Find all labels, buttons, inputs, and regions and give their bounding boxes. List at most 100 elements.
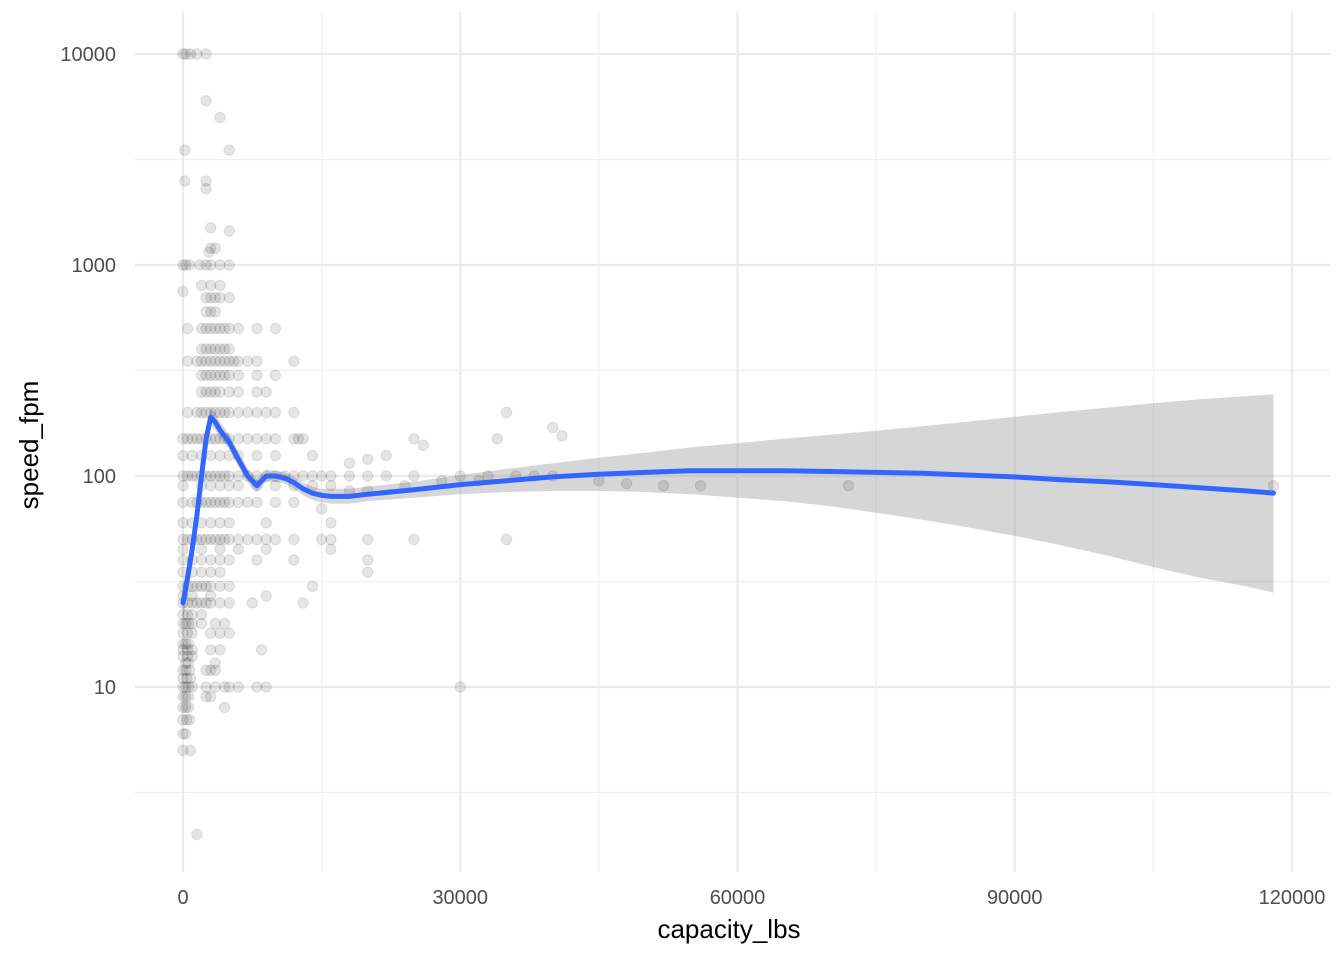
data-point-86	[251, 386, 263, 398]
data-point-287	[181, 609, 194, 621]
data-point-335	[232, 681, 245, 693]
grid-major	[135, 12, 1330, 872]
data-point-252	[223, 554, 235, 566]
data-point-231	[251, 533, 263, 546]
data-point-225	[209, 533, 222, 546]
data-point-118	[260, 433, 272, 445]
data-point-13	[223, 225, 235, 237]
data-point-77	[251, 369, 263, 381]
data-point-99	[251, 406, 263, 419]
data-point-141	[177, 470, 189, 482]
data-point-243	[232, 543, 245, 555]
data-point-311	[255, 644, 268, 656]
data-point-283	[223, 597, 235, 609]
data-point-65	[232, 355, 245, 367]
x-axis-ticks: 0 30000 60000 90000 120000	[177, 887, 1325, 909]
data-point-322	[205, 664, 217, 676]
data-point-303	[177, 638, 189, 650]
data-point-249	[195, 554, 208, 566]
data-point-334	[223, 681, 235, 693]
data-point-206	[251, 496, 263, 509]
confidence-band	[183, 394, 1274, 619]
data-point-239	[500, 533, 513, 546]
x-tick-label: 0	[177, 887, 188, 909]
data-point-64	[228, 355, 240, 367]
data-point-103	[500, 406, 513, 419]
data-point-251	[214, 554, 226, 566]
y-tick-label: 1000	[72, 255, 117, 277]
data-point-332	[209, 681, 222, 693]
data-point-338	[454, 681, 466, 693]
data-point-28	[214, 279, 226, 292]
data-point-229	[232, 533, 245, 546]
data-point-23	[214, 259, 226, 271]
data-point-119	[269, 433, 282, 445]
data-point-307	[181, 644, 194, 656]
data-point-295	[209, 617, 222, 630]
data-point-36	[209, 306, 222, 318]
data-point-21	[200, 259, 212, 271]
data-point-330	[186, 681, 198, 693]
data-point-301	[214, 627, 226, 639]
data-point-309	[205, 644, 217, 656]
data-point-37	[181, 322, 194, 335]
data-point-49	[200, 343, 212, 355]
data-point-46	[251, 322, 263, 335]
data-point-106	[186, 433, 198, 445]
data-point-76	[232, 369, 245, 381]
data-point-235	[315, 533, 328, 546]
data-point-95	[218, 406, 231, 419]
data-point-250	[205, 554, 217, 566]
data-point-9	[179, 175, 191, 187]
data-point-140	[556, 430, 568, 442]
data-point-162	[325, 470, 337, 482]
data-point-58	[200, 355, 212, 367]
data-point-48	[195, 343, 208, 355]
data-point-347	[218, 701, 231, 714]
data-point-122	[297, 433, 309, 445]
data-point-340	[180, 691, 192, 703]
data-point-14	[205, 242, 217, 255]
data-point-100	[260, 406, 272, 419]
data-point-202	[218, 496, 231, 509]
data-point-111	[209, 433, 222, 445]
data-point-102	[288, 406, 300, 419]
data-point-53	[218, 343, 231, 355]
data-point-38	[195, 322, 208, 335]
data-point-178	[177, 480, 189, 492]
data-point-223	[200, 533, 212, 546]
data-point-289	[195, 609, 208, 621]
data-point-15	[209, 242, 222, 255]
data-point-352	[180, 728, 192, 740]
data-point-27	[205, 279, 217, 292]
data-point-224	[205, 533, 217, 546]
data-point-293	[186, 617, 198, 630]
data-point-210	[177, 517, 189, 529]
data-point-314	[186, 650, 198, 662]
data-point-177	[1267, 480, 1280, 492]
data-point-265	[195, 580, 208, 592]
data-point-137	[491, 433, 503, 445]
data-point-281	[205, 597, 217, 609]
data-point-318	[177, 664, 189, 676]
data-point-323	[209, 664, 222, 676]
data-point-117	[251, 433, 263, 445]
data-point-6	[214, 111, 226, 124]
data-point-344	[177, 701, 189, 714]
data-point-17	[177, 259, 189, 271]
data-point-97	[232, 406, 245, 419]
data-point-354	[184, 744, 197, 757]
data-point-30	[205, 292, 217, 304]
data-point-175	[694, 480, 707, 492]
data-point-133	[306, 449, 319, 462]
data-point-267	[205, 580, 217, 592]
data-point-57	[195, 355, 208, 367]
data-point-120	[288, 433, 300, 445]
data-point-337	[260, 681, 272, 693]
data-point-258	[195, 566, 208, 578]
data-point-208	[288, 496, 300, 509]
data-point-183	[232, 480, 245, 492]
data-point-89	[191, 406, 203, 419]
data-point-60	[209, 355, 222, 367]
